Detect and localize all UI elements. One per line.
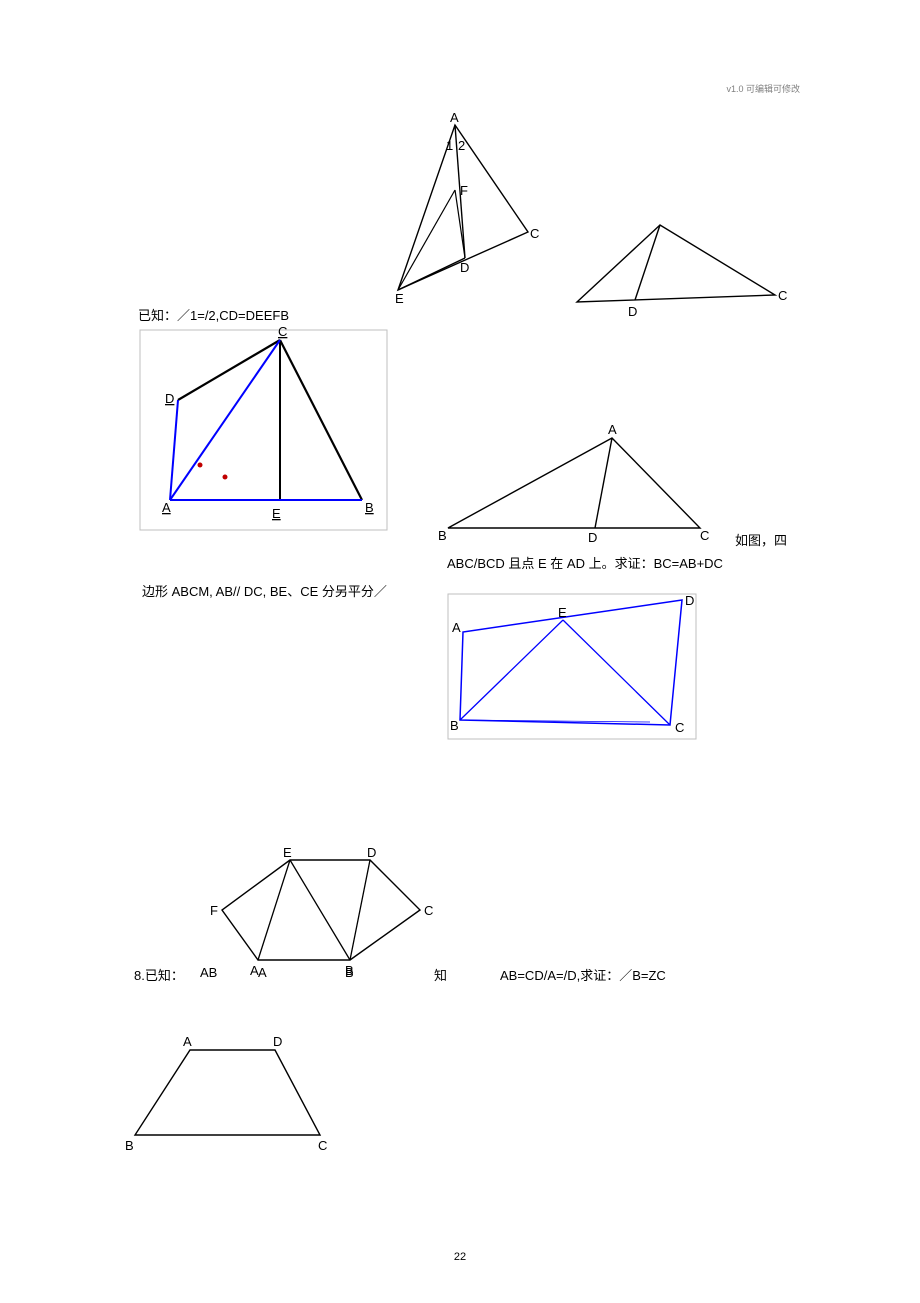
fig7-label-b: B (125, 1138, 134, 1153)
fig6-label-c: C (424, 903, 433, 918)
fig7-label-c: C (318, 1138, 327, 1153)
q8-rest: AB=CD/A=/D,求证：／B=ZC (500, 965, 666, 984)
text-line-2r: 如图，四 (735, 530, 787, 549)
fig5-label-c: C (675, 720, 684, 735)
fig5-label-d: D (685, 593, 694, 608)
fig7-label-a: A (183, 1034, 192, 1049)
fig2-label-c: C (778, 288, 787, 303)
q8-zhi: 知 (434, 965, 447, 984)
page-number: 22 (454, 1251, 466, 1263)
figure-7: A D B C (0, 0, 400, 1180)
fig5-label-e: E (558, 605, 567, 620)
fig7-label-d: D (273, 1034, 282, 1049)
